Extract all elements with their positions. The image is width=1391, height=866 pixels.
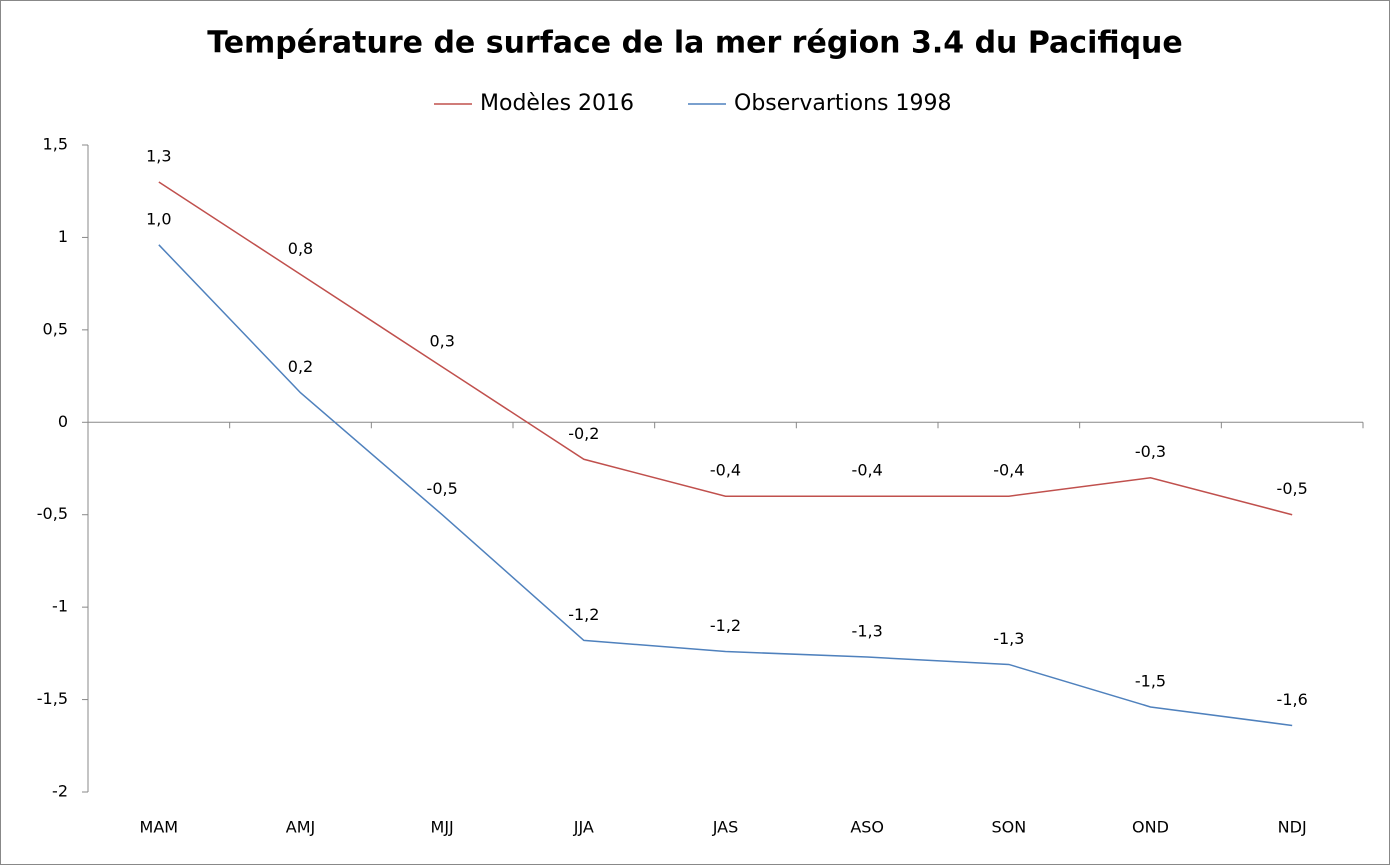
- series-line: [158, 181, 1293, 516]
- data-label: -0,3: [1135, 442, 1166, 461]
- y-tick-label: -2: [52, 782, 68, 801]
- series-line: [158, 244, 1293, 727]
- y-tick-label: -1,5: [37, 689, 68, 708]
- data-label: -1,3: [993, 629, 1024, 648]
- x-tick-label: ASO: [850, 818, 884, 837]
- x-tick-label: JJA: [573, 818, 594, 837]
- data-label: 0,3: [429, 331, 454, 350]
- legend-label: Observartions 1998: [734, 91, 951, 116]
- chart-title: Température de surface de la mer région …: [207, 26, 1183, 61]
- data-label: 1,0: [146, 209, 171, 228]
- y-tick-label: -0,5: [37, 504, 68, 523]
- data-label: 0,8: [288, 239, 313, 258]
- data-label: -0,4: [710, 461, 741, 480]
- data-label: -1,2: [710, 616, 741, 635]
- data-label: -1,5: [1135, 671, 1166, 690]
- data-label: -0,5: [1277, 479, 1308, 498]
- x-tick-label: OND: [1132, 818, 1169, 837]
- data-label: -0,2: [568, 424, 599, 443]
- data-label: -0,4: [993, 461, 1024, 480]
- x-tick-label: NDJ: [1278, 818, 1307, 837]
- data-label: -1,6: [1277, 690, 1308, 709]
- x-tick-label: SON: [991, 818, 1026, 837]
- y-tick-label: 0,5: [43, 319, 68, 338]
- data-label: 1,3: [146, 146, 171, 165]
- x-tick-label: AMJ: [286, 818, 315, 837]
- x-tick-label: MAM: [140, 818, 179, 837]
- x-tick-label: JAS: [712, 818, 739, 837]
- x-tick-label: MJJ: [431, 818, 454, 837]
- y-tick-label: 1: [58, 227, 68, 246]
- y-tick-label: 1,5: [43, 135, 68, 154]
- data-label: -1,3: [852, 622, 883, 641]
- data-label: 0,2: [288, 357, 313, 376]
- data-label: -1,2: [568, 605, 599, 624]
- data-label: -0,5: [427, 479, 458, 498]
- legend-label: Modèles 2016: [480, 91, 634, 116]
- y-tick-label: -1: [52, 597, 68, 616]
- data-label: -0,4: [852, 461, 883, 480]
- y-tick-label: 0: [58, 412, 68, 431]
